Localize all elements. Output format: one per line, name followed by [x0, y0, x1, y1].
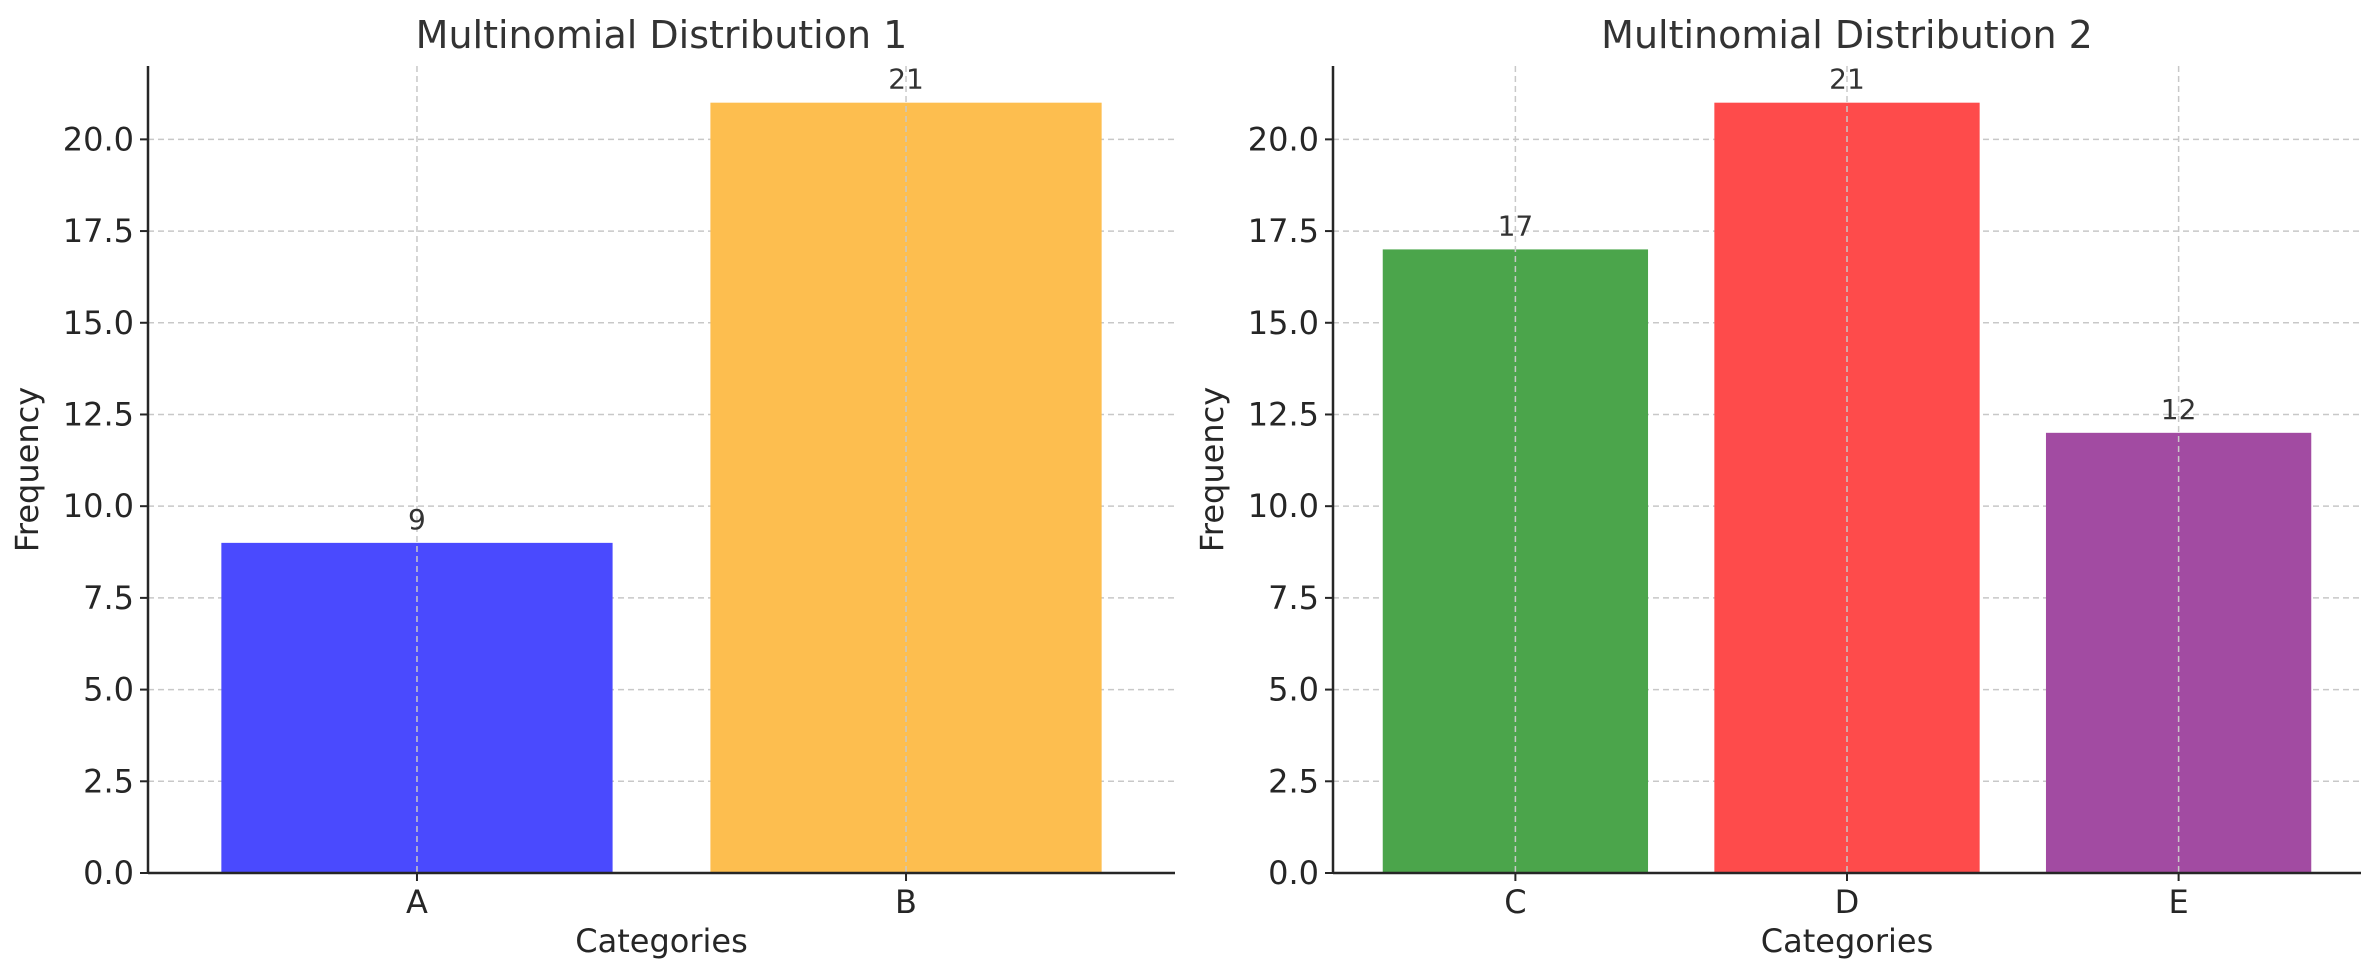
- y-axis-label: Frequency: [1193, 387, 1231, 552]
- x-axis-label: Categories: [575, 922, 747, 960]
- data-label-E: 12: [2161, 393, 2197, 426]
- y-tick-label: 5.0: [83, 671, 134, 709]
- x-tick-label-C: C: [1504, 883, 1526, 921]
- y-tick-label: 12.5: [63, 395, 134, 433]
- x-tick-label-D: D: [1835, 883, 1860, 921]
- y-tick-label: 20.0: [63, 120, 134, 158]
- y-tick-label: 2.5: [83, 762, 134, 800]
- y-tick-label: 17.5: [63, 212, 134, 250]
- x-tick-label-B: B: [895, 883, 917, 921]
- y-tick-label: 2.5: [1268, 762, 1319, 800]
- y-tick-label: 20.0: [1248, 120, 1319, 158]
- y-tick-label: 10.0: [63, 487, 134, 525]
- y-tick-label: 12.5: [1248, 395, 1319, 433]
- chart-1: 9 21 0.0 2.5 5.0 7.5 10.0 12.5 15.0 17.5 20.0 A B Mul…: [8, 13, 1175, 960]
- y-tick-label: 15.0: [63, 304, 134, 342]
- y-tick-label: 15.0: [1248, 304, 1319, 342]
- data-label-D: 21: [1829, 63, 1865, 96]
- y-tick-label: 7.5: [1268, 579, 1319, 617]
- x-tick-label-A: A: [406, 883, 428, 921]
- chart-title: Multinomial Distribution 2: [1601, 13, 2093, 57]
- chart-title: Multinomial Distribution 1: [416, 13, 908, 57]
- y-tick-label: 17.5: [1248, 212, 1319, 250]
- data-label-B: 21: [888, 63, 924, 96]
- y-tick-label: 10.0: [1248, 487, 1319, 525]
- x-tick-label-E: E: [2169, 883, 2189, 921]
- chart-2: 17 21 12 0.0 2.5 5.0 7.5 10.0 12.5 15.0 17.5 20.0 C D…: [1193, 13, 2361, 960]
- y-axis-label: Frequency: [8, 387, 46, 552]
- y-tick-label: 0.0: [83, 854, 134, 892]
- data-label-C: 17: [1498, 209, 1534, 242]
- y-tick-label: 0.0: [1268, 854, 1319, 892]
- y-tick-label: 7.5: [83, 579, 134, 617]
- data-label-A: 9: [408, 503, 426, 536]
- y-tick-label: 5.0: [1268, 671, 1319, 709]
- x-axis-label: Categories: [1761, 922, 1933, 960]
